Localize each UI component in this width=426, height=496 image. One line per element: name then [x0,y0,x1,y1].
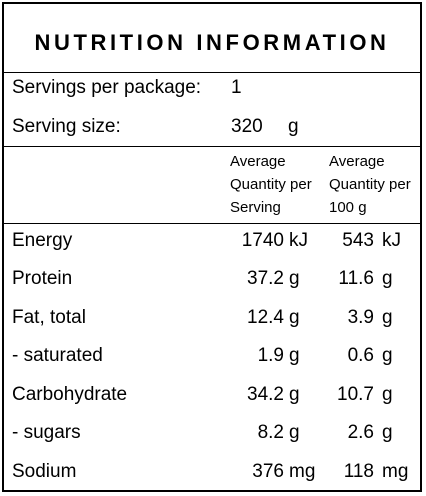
nutrient-name: - sugars [12,422,81,443]
nutrient-serving-unit: mg [289,461,316,482]
header-per-serving: Average Quantity per Serving [230,153,312,216]
servings-value: 1 [231,77,242,98]
nutrient-per100-unit: g [382,422,393,443]
serving-size-value: 320 [231,116,263,137]
serving-size-unit: g [288,116,299,137]
nutrient-per100-unit: mg [382,461,409,482]
nutrient-serving-unit: g [289,307,300,328]
nutrient-serving-value: 8.2 [257,422,284,443]
nutrient-name: Protein [12,268,73,289]
nutrient-per100-value: 10.7 [337,384,374,405]
nutrient-per100-unit: g [382,307,393,328]
nutrient-name: Energy [12,230,73,251]
nutrient-per100-value: 0.6 [347,345,374,366]
nutrient-serving-value: 37.2 [247,268,284,289]
nutrient-name: Carbohydrate [12,384,128,405]
nutrient-serving-unit: g [289,422,300,443]
nutrient-name: Sodium [12,461,77,482]
nutrient-per100-value: 118 [343,461,374,482]
nutrient-serving-unit: g [289,345,300,366]
nutrient-serving-value: 34.2 [247,384,284,405]
nutrient-per100-value: 11.6 [338,268,374,289]
nutrient-per100-unit: g [382,384,393,405]
nutrient-name: - saturated [12,345,103,366]
nutrient-serving-unit: g [289,268,300,289]
servings-label: Servings per package: [12,77,202,98]
nutrient-serving-value: 1740 [241,230,284,251]
serving-size-label: Serving size: [12,116,121,137]
header-per-100g: Average Quantity per 100 g [329,153,411,216]
nutrient-serving-unit: kJ [289,230,308,251]
nutrient-name: Fat, total [12,307,86,328]
nutrient-per100-unit: g [382,345,393,366]
nutrient-per100-value: 543 [342,230,374,251]
divider-header [4,223,420,224]
nutrient-per100-value: 3.9 [347,307,374,328]
nutrient-serving-value: 376 [252,461,284,482]
nutrient-serving-value: 1.9 [257,345,284,366]
divider-serving [4,146,420,147]
panel-title: NUTRITION INFORMATION [34,30,390,55]
nutrition-panel: NUTRITION INFORMATION Servings per packa… [2,2,422,492]
nutrient-per100-unit: g [382,268,393,289]
nutrient-serving-value: 12.4 [247,307,284,328]
divider-title [4,72,420,73]
nutrient-serving-unit: g [289,384,300,405]
nutrient-per100-unit: kJ [382,230,401,251]
nutrient-per100-value: 2.6 [347,422,374,443]
